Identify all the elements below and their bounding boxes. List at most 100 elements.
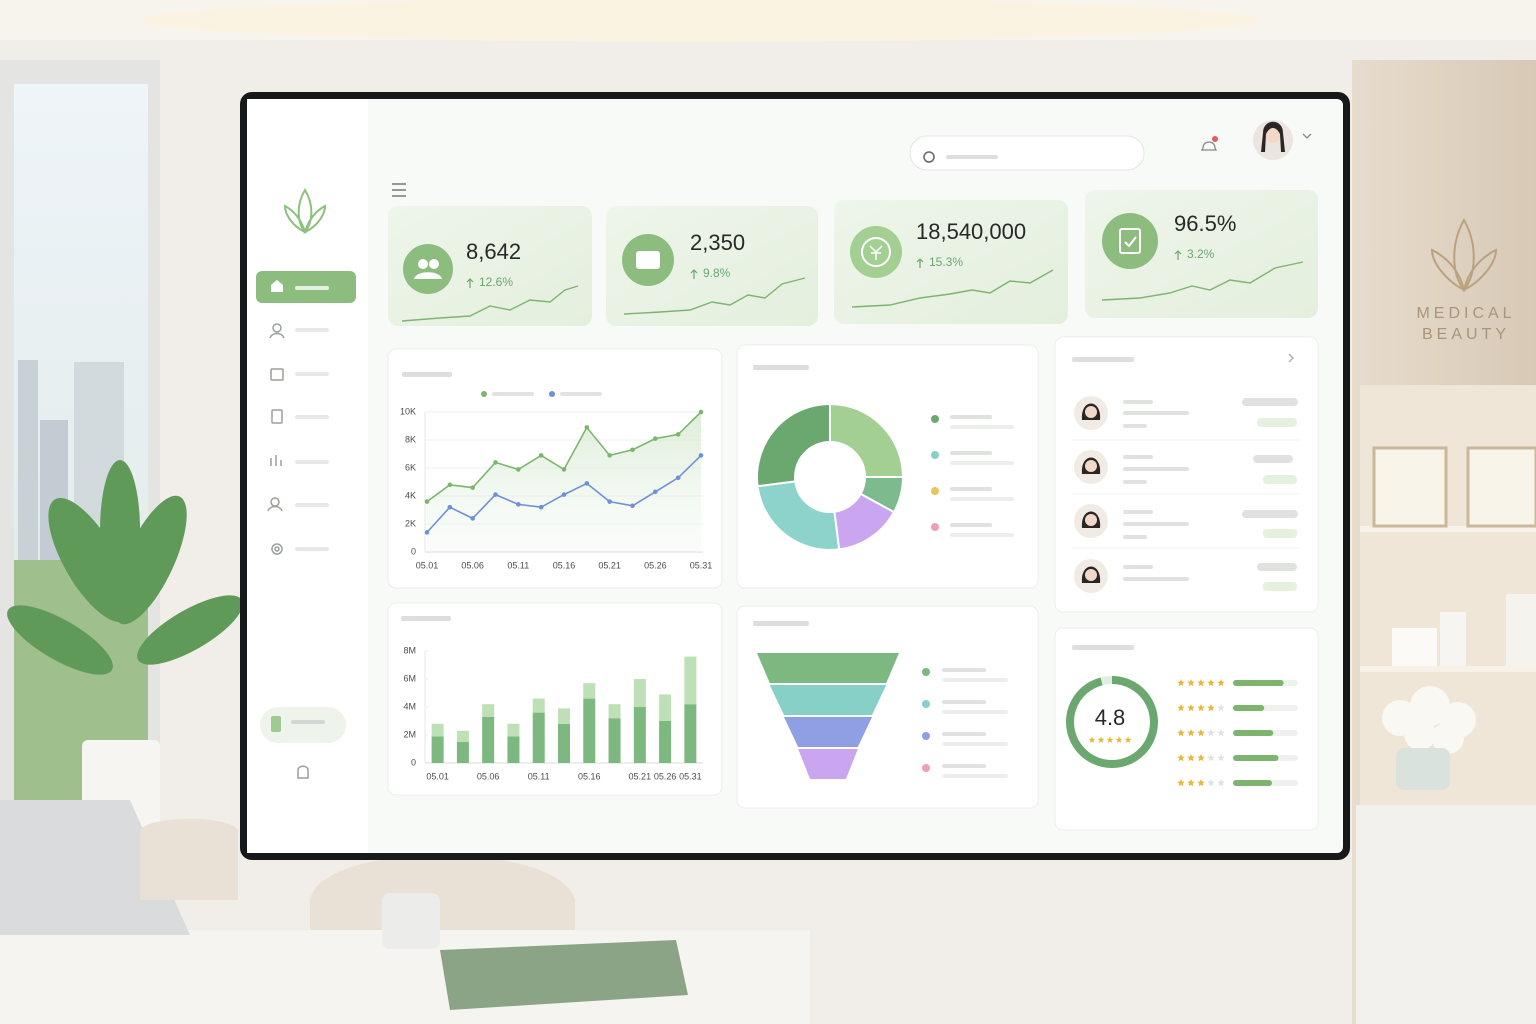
y-tick-label: 2K	[405, 518, 416, 528]
point	[607, 453, 612, 458]
bar-segment	[633, 679, 646, 707]
placeholder	[295, 286, 329, 290]
legend-placeholder	[560, 392, 602, 396]
star	[1187, 779, 1195, 787]
x-tick-label: 05.26	[644, 560, 667, 570]
star	[1177, 779, 1185, 787]
legend-placeholder	[950, 487, 992, 491]
x-tick-label: 05.16	[553, 560, 576, 570]
search-box[interactable]	[909, 135, 1145, 171]
point	[447, 482, 453, 488]
bar-segment	[583, 683, 596, 699]
y-tick-label: 6M	[403, 673, 416, 683]
product	[1506, 594, 1536, 666]
bar-segment	[558, 723, 570, 763]
star	[1217, 779, 1225, 787]
legend-placeholder	[942, 668, 986, 672]
legend-dot	[931, 487, 939, 495]
star	[1217, 729, 1225, 737]
legend-placeholder	[942, 700, 986, 704]
bar-segment	[684, 704, 697, 763]
bar-segment	[608, 718, 621, 763]
sign-logo	[1430, 217, 1498, 292]
legend-placeholder	[950, 415, 992, 419]
point	[538, 504, 544, 510]
share-bar	[1233, 780, 1272, 786]
star	[1207, 679, 1215, 687]
star	[1197, 704, 1205, 712]
funnel-stage	[783, 717, 873, 747]
product	[1440, 612, 1466, 666]
kpi-value: 2,350	[690, 230, 745, 255]
legend-placeholder	[950, 533, 1014, 537]
star	[1217, 754, 1225, 762]
menu-button[interactable]	[392, 183, 406, 197]
donut-slice	[829, 402, 905, 478]
y-tick-label: 4M	[403, 701, 416, 711]
point	[675, 432, 681, 437]
point	[584, 481, 590, 486]
legend-dot	[931, 451, 939, 459]
point	[698, 453, 704, 458]
bar-segment	[431, 723, 444, 737]
star-row	[1177, 779, 1225, 787]
sidebar-footer[interactable]	[260, 707, 346, 743]
footer-icon	[271, 716, 281, 732]
avatar-hair	[1261, 121, 1285, 152]
legend-dot	[922, 732, 930, 740]
y-tick-label: 8K	[405, 434, 416, 444]
notification-dot	[1212, 136, 1218, 142]
legend-dot	[931, 523, 939, 531]
kpi-change: 15.3%	[929, 255, 963, 269]
star-row	[1177, 704, 1225, 712]
bar-segment	[659, 721, 672, 763]
legend-placeholder	[950, 451, 992, 455]
x-tick-label: 05.26	[654, 771, 677, 781]
legend-placeholder	[492, 392, 534, 396]
star	[1217, 679, 1225, 687]
shelf	[1360, 526, 1536, 532]
star	[1124, 736, 1132, 743]
nav-icons	[267, 323, 309, 779]
star	[1197, 729, 1205, 737]
up-arrow	[1174, 250, 1182, 260]
more-arrow[interactable]	[1288, 353, 1294, 363]
point	[424, 530, 430, 535]
point	[493, 492, 498, 497]
star	[1187, 754, 1195, 762]
legend-placeholder	[950, 425, 1014, 429]
point	[630, 503, 635, 509]
point	[470, 485, 475, 490]
point	[493, 460, 498, 465]
kpi-change: 12.6%	[479, 275, 513, 289]
legend-dot	[922, 668, 930, 676]
kpi-sparklines	[401, 261, 1304, 322]
home-icon	[271, 280, 283, 292]
kpi-icons	[403, 213, 1158, 294]
sign-text: MEDICAL	[1416, 305, 1515, 322]
kpi-value: 18,540,000	[916, 219, 1026, 244]
legend-placeholder	[942, 742, 1008, 746]
point	[653, 436, 658, 441]
star	[1207, 729, 1215, 737]
star	[1197, 679, 1205, 687]
legend-placeholder	[942, 710, 1008, 714]
star	[1207, 779, 1215, 787]
legend-placeholder	[942, 774, 1008, 778]
building	[18, 360, 38, 560]
kpi-change: 3.2%	[1187, 247, 1215, 261]
bar-segment	[684, 656, 697, 705]
star	[1088, 736, 1096, 743]
y-tick-label: 4K	[405, 490, 416, 500]
funnel-stage	[769, 685, 887, 715]
dropdown-arrow[interactable]	[1302, 133, 1312, 139]
point	[630, 447, 635, 453]
shelf	[1360, 666, 1536, 672]
star	[1177, 729, 1185, 737]
point	[584, 425, 590, 430]
x-tick-label: 05.06	[461, 560, 484, 570]
star-row	[1177, 754, 1225, 762]
notification-icon[interactable]	[1200, 141, 1218, 151]
x-tick-label: 05.06	[477, 771, 500, 781]
bar-segment	[532, 712, 545, 763]
